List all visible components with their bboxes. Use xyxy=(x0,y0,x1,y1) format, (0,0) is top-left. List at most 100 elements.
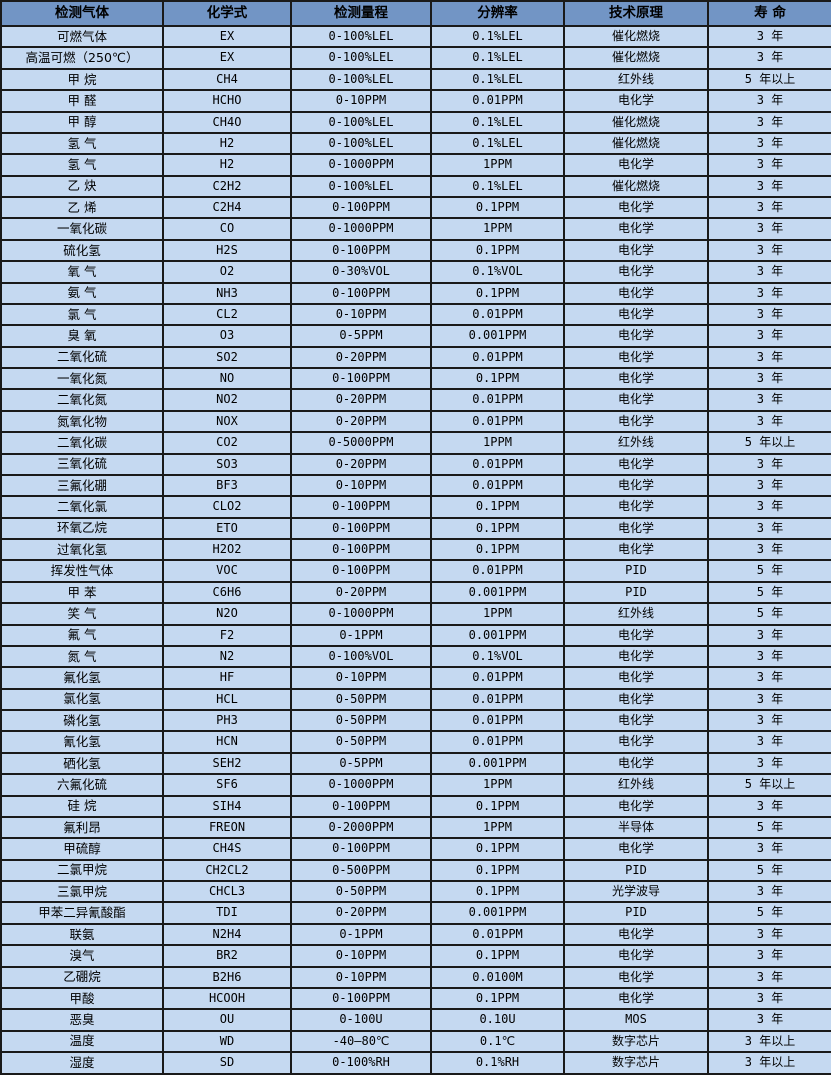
principle-cell: MOS xyxy=(563,1008,709,1032)
resolution-cell: 0.01PPM xyxy=(430,452,565,476)
gas-name-cell: 二氧化碳 xyxy=(0,431,164,455)
formula-cell: CO2 xyxy=(162,431,292,455)
gas-name-cell: 氟 气 xyxy=(0,623,164,647)
gas-name-cell: 臭 氧 xyxy=(0,324,164,348)
table-row: 乙 炔 C2H2 0-100%LEL 0.1%LEL 催化燃烧 3 年 xyxy=(0,174,831,199)
resolution-cell: 0.01PPM xyxy=(430,89,565,113)
formula-cell: CLO2 xyxy=(162,495,292,519)
principle-cell: 电化学 xyxy=(563,537,709,562)
formula-cell: O3 xyxy=(162,324,292,348)
lifespan-cell: 3 年以上 xyxy=(707,1029,831,1054)
range-cell: 0-500PPM xyxy=(290,858,432,883)
formula-cell: H2S xyxy=(162,238,292,263)
range-cell: 0-10PPM xyxy=(290,89,432,113)
resolution-cell: 0.001PPM xyxy=(430,623,565,647)
lifespan-cell: 5 年 xyxy=(707,815,831,840)
range-cell: 0-10PPM xyxy=(290,965,432,989)
range-cell: 0-100PPM xyxy=(290,281,432,305)
resolution-cell: 0.01PPM xyxy=(430,302,565,327)
principle-cell: 光学波导 xyxy=(563,879,709,904)
table-row: 氧 气 O2 0-30%VOL 0.1%VOL 电化学 3 年 xyxy=(0,260,831,284)
principle-cell: 红外线 xyxy=(563,431,709,455)
range-cell: 0-100%LEL xyxy=(290,131,432,156)
formula-cell: N2O xyxy=(162,602,292,626)
table-row: 甲酸 HCOOH 0-100PPM 0.1PPM 电化学 3 年 xyxy=(0,986,831,1011)
lifespan-cell: 3 年以上 xyxy=(707,1051,831,1075)
gas-name-cell: 甲苯二异氰酸酯 xyxy=(0,901,164,925)
gas-name-cell: 乙硼烷 xyxy=(0,965,164,989)
gas-name-cell: 甲 醛 xyxy=(0,89,164,113)
gas-name-cell: 甲 醇 xyxy=(0,110,164,134)
range-cell: 0-50PPM xyxy=(290,708,432,733)
table-row: 甲 醇 CH4O 0-100%LEL 0.1%LEL 催化燃烧 3 年 xyxy=(0,110,831,134)
table-row: 二氯甲烷 CH2CL2 0-500PPM 0.1PPM PID 5 年 xyxy=(0,858,831,883)
gas-name-cell: 二氧化氯 xyxy=(0,495,164,519)
formula-cell: TDI xyxy=(162,901,292,925)
resolution-cell: 0.001PPM xyxy=(430,901,565,925)
gas-name-cell: 六氟化硫 xyxy=(0,773,164,797)
principle-cell: PID xyxy=(563,858,709,883)
table-row: 甲 烷 CH4 0-100%LEL 0.1%LEL 红外线 5 年以上 xyxy=(0,67,831,92)
resolution-cell: 0.0100M xyxy=(430,965,565,989)
principle-cell: 催化燃烧 xyxy=(563,174,709,199)
formula-cell: SIH4 xyxy=(162,794,292,818)
range-cell: 0-50PPM xyxy=(290,879,432,904)
principle-cell: PID xyxy=(563,901,709,925)
principle-cell: 电化学 xyxy=(563,473,709,498)
table-row: 氢 气 H2 0-1000PPM 1PPM 电化学 3 年 xyxy=(0,153,831,177)
table-row: 磷化氢 PH3 0-50PPM 0.01PPM 电化学 3 年 xyxy=(0,708,831,733)
principle-cell: 电化学 xyxy=(563,495,709,519)
table-row: 恶臭 OU 0-100U 0.10U MOS 3 年 xyxy=(0,1008,831,1032)
col-header-principle: 技术原理 xyxy=(563,0,709,27)
formula-cell: SO2 xyxy=(162,345,292,370)
col-header-lifespan: 寿 命 xyxy=(707,0,831,27)
principle-cell: 电化学 xyxy=(563,644,709,669)
range-cell: 0-100PPM xyxy=(290,794,432,818)
formula-cell: FREON xyxy=(162,815,292,840)
range-cell: 0-100%RH xyxy=(290,1051,432,1075)
lifespan-cell: 3 年 xyxy=(707,110,831,134)
formula-cell: F2 xyxy=(162,623,292,647)
lifespan-cell: 3 年 xyxy=(707,751,831,776)
principle-cell: 电化学 xyxy=(563,751,709,776)
resolution-cell: 0.1%RH xyxy=(430,1051,565,1075)
gas-name-cell: 乙 烯 xyxy=(0,195,164,220)
principle-cell: 电化学 xyxy=(563,452,709,476)
resolution-cell: 0.1%LEL xyxy=(430,110,565,134)
table-row: 硅 烷 SIH4 0-100PPM 0.1PPM 电化学 3 年 xyxy=(0,794,831,818)
gas-name-cell: 氢 气 xyxy=(0,153,164,177)
resolution-cell: 0.1PPM xyxy=(430,281,565,305)
resolution-cell: 0.1%LEL xyxy=(430,24,565,49)
range-cell: 0-1000PPM xyxy=(290,602,432,626)
col-header-range: 检测量程 xyxy=(290,0,432,27)
table-row: 联氨 N2H4 0-1PPM 0.01PPM 电化学 3 年 xyxy=(0,922,831,947)
table-row: 二氧化硫 SO2 0-20PPM 0.01PPM 电化学 3 年 xyxy=(0,345,831,370)
table-row: 笑 气 N2O 0-1000PPM 1PPM 红外线 5 年 xyxy=(0,602,831,626)
range-cell: 0-50PPM xyxy=(290,730,432,754)
range-cell: 0-100PPM xyxy=(290,537,432,562)
table-row: 乙 烯 C2H4 0-100PPM 0.1PPM 电化学 3 年 xyxy=(0,195,831,220)
range-cell: 0-1000PPM xyxy=(290,153,432,177)
lifespan-cell: 3 年 xyxy=(707,837,831,861)
formula-cell: SD xyxy=(162,1051,292,1075)
principle-cell: 催化燃烧 xyxy=(563,131,709,156)
lifespan-cell: 3 年 xyxy=(707,708,831,733)
range-cell: 0-5000PPM xyxy=(290,431,432,455)
resolution-cell: 0.1PPM xyxy=(430,944,565,968)
resolution-cell: 0.1PPM xyxy=(430,858,565,883)
gas-name-cell: 氟化氢 xyxy=(0,666,164,690)
resolution-cell: 0.1%LEL xyxy=(430,46,565,70)
formula-cell: HCHO xyxy=(162,89,292,113)
lifespan-cell: 5 年以上 xyxy=(707,67,831,92)
resolution-cell: 0.01PPM xyxy=(430,559,565,583)
principle-cell: 电化学 xyxy=(563,302,709,327)
principle-cell: 电化学 xyxy=(563,217,709,241)
gas-name-cell: 氢 气 xyxy=(0,131,164,156)
principle-cell: 电化学 xyxy=(563,409,709,434)
resolution-cell: 0.01PPM xyxy=(430,687,565,712)
range-cell: 0-100PPM xyxy=(290,559,432,583)
lifespan-cell: 3 年 xyxy=(707,345,831,370)
resolution-cell: 0.1PPM xyxy=(430,837,565,861)
table-row: 硒化氢 SEH2 0-5PPM 0.001PPM 电化学 3 年 xyxy=(0,751,831,776)
resolution-cell: 0.01PPM xyxy=(430,345,565,370)
